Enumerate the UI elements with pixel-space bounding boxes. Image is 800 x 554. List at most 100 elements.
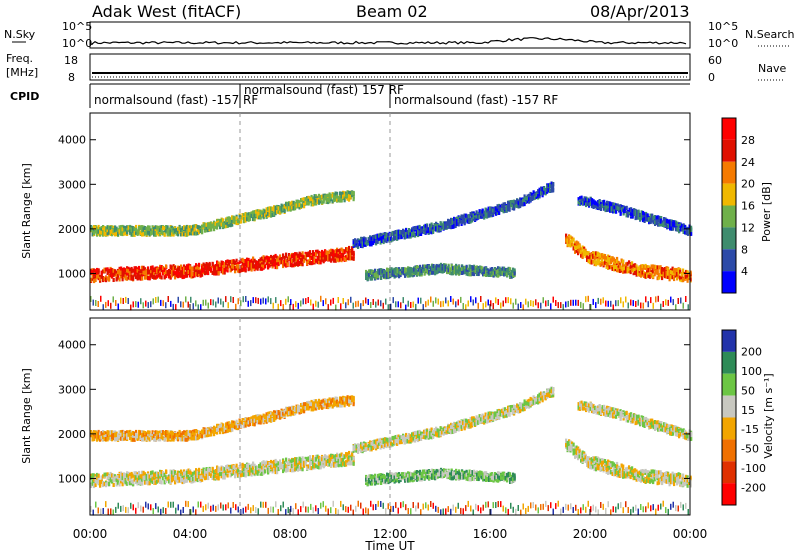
echo-cell bbox=[663, 217, 666, 222]
near-range-clutter bbox=[622, 301, 624, 308]
echo-cell bbox=[346, 253, 349, 258]
echo-cell bbox=[493, 206, 496, 211]
echo-cell bbox=[392, 270, 395, 275]
echo-cell bbox=[333, 196, 336, 201]
echo-cell bbox=[653, 264, 656, 269]
echo-cell bbox=[234, 220, 237, 225]
echo-cell bbox=[90, 268, 93, 273]
echo-cell bbox=[661, 267, 664, 271]
colorbar-cell bbox=[722, 249, 736, 272]
echo-cell bbox=[444, 265, 447, 270]
echo-cell bbox=[349, 252, 352, 257]
near-range-clutter bbox=[415, 303, 417, 310]
echo-cell bbox=[660, 216, 663, 220]
echo-cell bbox=[244, 212, 247, 217]
near-range-clutter bbox=[390, 303, 392, 310]
echo-cell bbox=[150, 231, 153, 236]
freq-tick-top: 18 bbox=[64, 54, 78, 67]
echo-cell bbox=[489, 213, 492, 218]
echo-cell bbox=[473, 266, 476, 271]
echo-cell bbox=[438, 228, 441, 233]
near-range-clutter bbox=[432, 300, 434, 307]
echo-cell bbox=[112, 477, 115, 482]
echo-cell bbox=[664, 221, 667, 226]
echo-cell bbox=[316, 260, 319, 265]
echo-cell bbox=[165, 264, 168, 269]
echo-cell bbox=[313, 198, 316, 203]
echo-cell bbox=[665, 274, 668, 279]
echo-cell bbox=[431, 270, 434, 275]
echo-cell bbox=[673, 269, 676, 274]
echo-cell bbox=[181, 270, 184, 274]
echo-cell bbox=[246, 258, 249, 263]
echo-cell bbox=[204, 222, 207, 227]
echo-cell bbox=[601, 253, 604, 258]
echo-cell bbox=[495, 270, 498, 275]
echo-cell bbox=[268, 211, 271, 216]
echo-cell bbox=[243, 262, 246, 267]
power-ylabel: Slant Range [km] bbox=[20, 163, 33, 259]
echo-cell bbox=[637, 209, 640, 214]
echo-cell bbox=[336, 257, 339, 262]
near-range-clutter bbox=[452, 298, 454, 305]
echo-cell bbox=[175, 273, 178, 278]
near-range-clutter bbox=[447, 300, 449, 307]
echo-cell bbox=[644, 266, 647, 270]
echo-cell bbox=[315, 252, 318, 257]
echo-cell bbox=[601, 260, 604, 265]
echo-cell bbox=[235, 258, 238, 263]
near-range-clutter bbox=[620, 297, 622, 304]
echo-cell bbox=[186, 232, 189, 237]
echo-cell bbox=[117, 228, 120, 233]
echo-cell bbox=[291, 263, 294, 268]
echo-cell bbox=[596, 253, 599, 258]
echo-cell bbox=[655, 265, 658, 270]
near-range-clutter bbox=[385, 298, 387, 305]
echo-cell bbox=[631, 261, 634, 266]
echo-cell bbox=[386, 272, 389, 277]
echo-cell bbox=[297, 259, 300, 264]
near-range-clutter bbox=[417, 297, 419, 304]
echo-cell bbox=[99, 227, 102, 232]
echo-cell bbox=[420, 232, 423, 236]
echo-cell bbox=[583, 196, 586, 201]
echo-cell bbox=[196, 231, 199, 236]
echo-cell bbox=[602, 255, 605, 260]
echo-cell bbox=[315, 194, 318, 199]
echo-cell bbox=[422, 265, 425, 269]
echo-cell bbox=[97, 229, 100, 234]
echo-cell bbox=[346, 196, 349, 201]
colorbar-tick-label: 24 bbox=[741, 156, 755, 169]
echo-cell bbox=[144, 226, 147, 230]
echo-cell bbox=[130, 471, 133, 476]
echo-cell bbox=[454, 219, 457, 223]
echo-cell bbox=[327, 193, 330, 198]
echo-cell bbox=[207, 263, 210, 268]
echo-cell bbox=[217, 266, 220, 271]
echo-cell bbox=[144, 472, 147, 477]
echo-cell bbox=[138, 475, 141, 480]
echo-cell bbox=[190, 266, 193, 271]
echo-cell bbox=[169, 225, 172, 230]
echo-cell bbox=[325, 199, 328, 204]
echo-cell bbox=[477, 215, 480, 220]
echo-cell bbox=[404, 271, 407, 276]
echo-cell bbox=[151, 230, 154, 235]
echo-cell bbox=[357, 243, 360, 248]
echo-cell bbox=[123, 225, 126, 230]
echo-cell bbox=[405, 272, 408, 277]
echo-cell bbox=[416, 265, 419, 269]
echo-cell bbox=[136, 481, 139, 486]
echo-cell bbox=[169, 229, 172, 234]
echo-cell bbox=[133, 232, 136, 237]
echo-cell bbox=[183, 225, 186, 230]
echo-cell bbox=[130, 227, 133, 232]
echo-cell bbox=[441, 225, 444, 230]
echo-cell bbox=[340, 191, 343, 196]
echo-cell bbox=[523, 197, 526, 202]
echo-cell bbox=[457, 222, 460, 227]
echo-cell bbox=[135, 266, 138, 271]
echo-cell bbox=[418, 224, 421, 229]
echo-cell bbox=[667, 221, 670, 226]
echo-cell bbox=[312, 255, 315, 260]
